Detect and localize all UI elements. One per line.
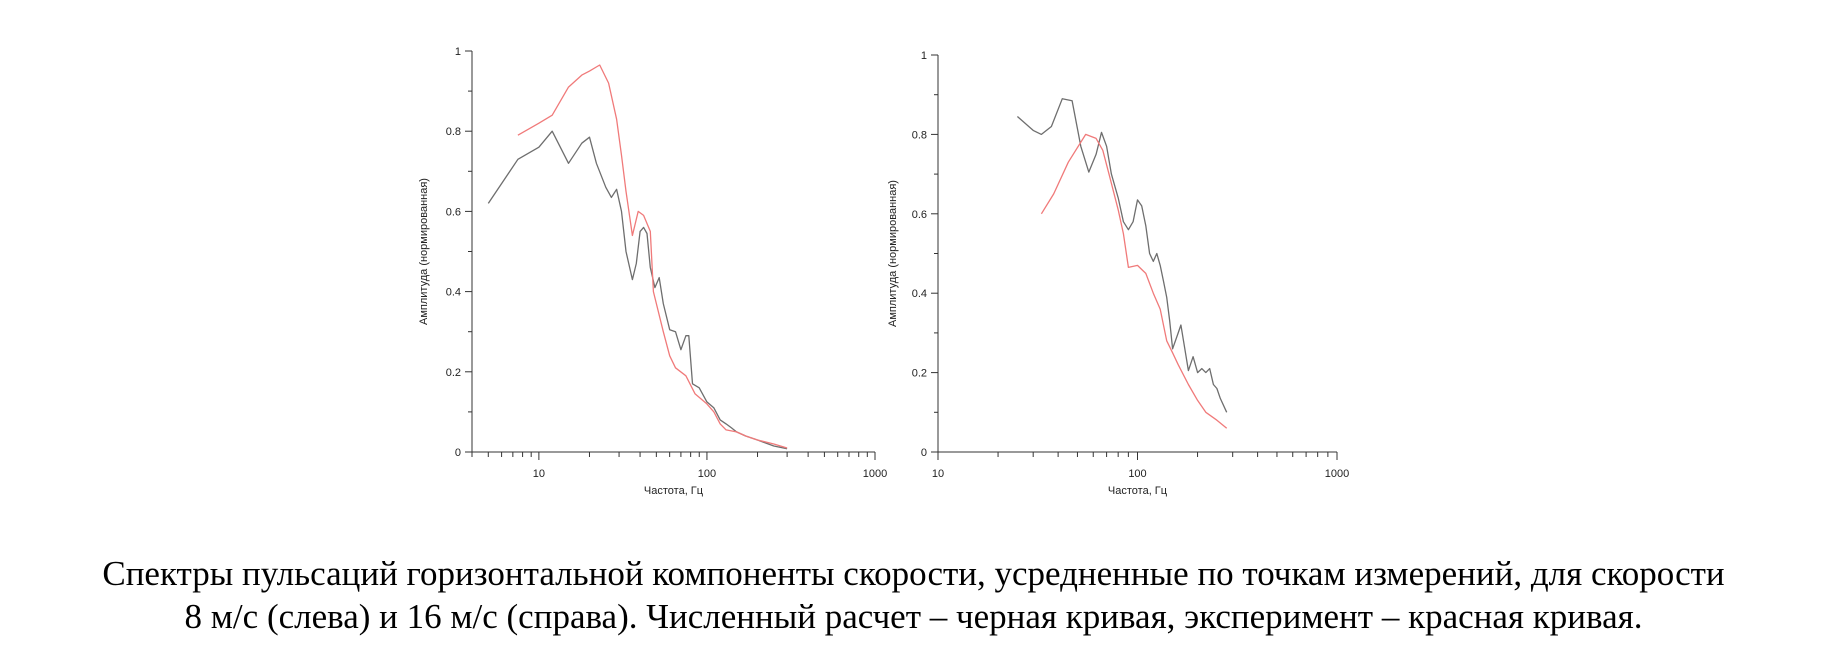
y-tick-label: 0.6 [912,209,927,221]
y-tick-label: 0.8 [912,129,927,141]
caption-line-1: Спектры пульсаций горизонтальной компоне… [102,554,1725,593]
chart-2: 0 0.2 0.4 0.6 0.8 1 10 100 1000 Частота, Гц Амплит… [887,50,1349,497]
x-tick-label: 10 [533,468,545,480]
x-tick-label: 1000 [1325,468,1349,480]
y-tick-label: 1 [455,46,461,58]
y-tick-label: 0 [455,447,461,459]
x-axis-title: Частота, Гц [1108,485,1168,497]
x-tick-label: 100 [1128,468,1146,480]
series-line-calculation [1016,98,1228,413]
x-axis-title: Частота, Гц [644,485,704,497]
figure-caption: Спектры пульсаций горизонтальной компоне… [0,552,1827,638]
series-line-experiment [1040,133,1228,429]
y-tick-label: 0.4 [912,288,927,300]
series-line-calculation [487,130,788,450]
y-tick-label: 0.6 [446,206,461,218]
caption-line-2: 8 м/с (слева) и 16 м/с (справа). Численн… [184,597,1643,636]
series-line-experiment [517,64,788,449]
y-tick-label: 1 [921,50,927,62]
y-tick-label: 0.4 [446,287,461,299]
chart-1: 0 0.2 0.4 0.6 0.8 1 10 100 1000 Частота, Гц Амплит… [418,46,887,497]
y-axis-title: Амплитуда (нормированная) [418,178,430,325]
x-tick-label: 100 [698,468,716,480]
x-tick-label: 10 [932,468,944,480]
x-tick-label: 1000 [863,468,887,480]
y-tick-label: 0.8 [446,126,461,138]
y-tick-label: 0.2 [912,368,927,380]
y-tick-label: 0 [921,447,927,459]
y-tick-label: 0.2 [446,367,461,379]
y-axis-title: Амплитуда (нормированная) [887,180,899,327]
